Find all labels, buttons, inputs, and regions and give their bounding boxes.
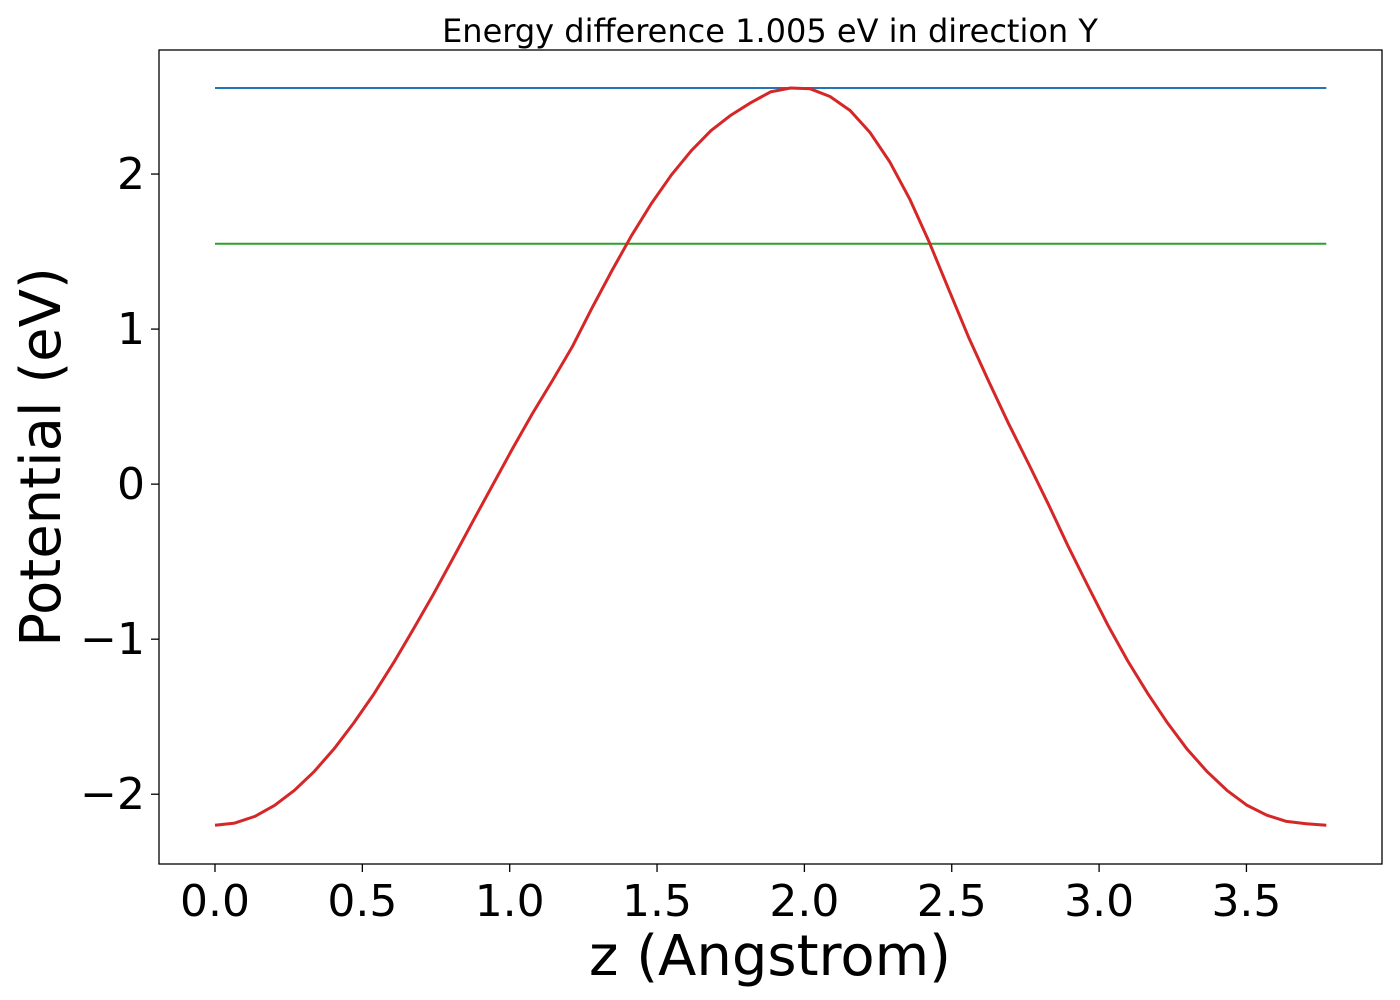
plot-area-frame — [158, 49, 1383, 865]
chart-title: Energy difference 1.005 eV in direction … — [442, 12, 1098, 50]
x-tick-label: 3.5 — [1211, 876, 1281, 927]
y-tick-label: 1 — [117, 304, 145, 355]
y-tick-label: 0 — [117, 459, 145, 510]
y-tick-label: −2 — [80, 769, 145, 820]
x-tick-label: 2.0 — [769, 876, 839, 927]
x-tick-label: 0.5 — [327, 876, 397, 927]
x-tick-label: 3.0 — [1064, 876, 1134, 927]
y-tick-label: 2 — [117, 149, 145, 200]
x-tick-label: 1.5 — [622, 876, 692, 927]
y-axis-label: Potential (eV) — [9, 267, 74, 647]
x-tick-label: 2.5 — [917, 876, 987, 927]
x-axis-label: z (Angstrom) — [589, 924, 951, 989]
series-line-0 — [214, 86, 1327, 827]
x-axis-ticks: 0.0 0.5 1.0 1.5 2.0 2.5 3.0 3.5 — [180, 864, 1281, 927]
x-tick-label: 1.0 — [475, 876, 545, 927]
series-layer — [214, 86, 1327, 827]
y-axis-ticks: −2 −1 0 1 2 — [80, 149, 159, 820]
y-tick-label: −1 — [80, 614, 145, 665]
x-tick-label: 0.0 — [180, 876, 250, 927]
